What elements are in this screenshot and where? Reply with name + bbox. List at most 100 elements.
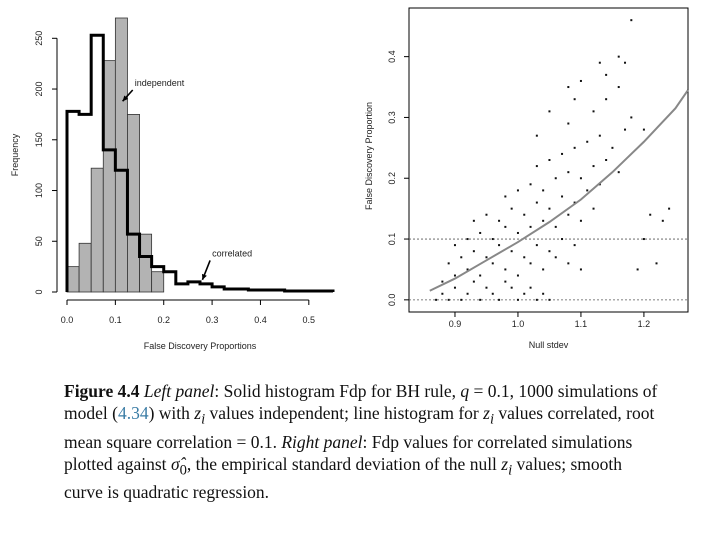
scatter-point: [491, 292, 494, 295]
scatter-point: [617, 171, 620, 174]
q-variable: q: [460, 381, 470, 401]
scatter-point: [548, 250, 551, 253]
correlated-outline: [65, 33, 335, 293]
caption-text: ) with: [148, 403, 195, 423]
x-tick-label: 1.0: [512, 319, 525, 329]
histogram-bar: [78, 242, 92, 293]
scatter-point: [636, 268, 639, 271]
scatter-point: [479, 274, 482, 277]
scatter-point: [624, 128, 627, 131]
left-panel-histogram: 0.0 0.1 0.2 0.3 0.4 0.5 0 50 100 150 200 250 False…: [10, 17, 335, 351]
scatter-point: [491, 238, 494, 241]
scatter-point: [649, 213, 652, 216]
figure-label: Figure 4.4: [64, 381, 140, 401]
scatter-point: [611, 146, 614, 149]
scatter-point: [441, 280, 444, 283]
arrow-head: [122, 95, 129, 102]
scatter-point: [523, 292, 526, 295]
y-tick-label: 0.1: [387, 233, 397, 246]
histogram-bar: [151, 271, 165, 293]
arrow-head: [201, 273, 207, 280]
y-tick-label: 100: [34, 183, 44, 198]
scatter-point: [624, 61, 627, 64]
figure: 0.0 0.1 0.2 0.3 0.4 0.5 0 50 100 150 200 250 False…: [10, 7, 689, 351]
scatter-point: [567, 262, 570, 265]
scatter-point: [548, 159, 551, 161]
scatter-point: [472, 219, 475, 222]
scatter-point: [479, 298, 482, 301]
annotation-label: independent: [135, 78, 185, 88]
x-tick-label: 0.9: [449, 319, 462, 329]
scatter-point: [561, 152, 564, 155]
y-tick-label: 150: [34, 132, 44, 147]
y-tick-label: 250: [34, 31, 44, 46]
left-panel-label: Left panel: [143, 381, 215, 401]
scatter-points: [435, 19, 671, 301]
x-axis-title: Null stdev: [529, 340, 569, 350]
scatter-point: [579, 268, 582, 271]
scatter-point: [542, 189, 545, 192]
scatter-point: [435, 298, 438, 301]
scatter-point: [542, 268, 545, 271]
scatter-point: [460, 256, 463, 259]
right-panel-label: Right panel: [281, 431, 363, 452]
histogram-bar: [114, 17, 128, 293]
y-tick-label: 0.0: [387, 294, 397, 307]
scatter-point: [630, 19, 633, 22]
scatter-point: [516, 298, 519, 301]
scatter-point: [579, 79, 582, 82]
scatter-point: [447, 298, 450, 301]
scatter-point: [542, 292, 545, 295]
scatter-point: [605, 159, 608, 161]
scatter-point: [510, 286, 513, 289]
scatter-point: [579, 219, 582, 222]
x-tick-label: 0.5: [303, 315, 316, 325]
scatter-point: [535, 201, 538, 204]
scatter-point: [535, 298, 538, 301]
scatter-point: [617, 55, 620, 58]
right-panel-scatter: 0.9 1.0 1.1 1.2 0.00.10.20.30.4 Null stdev …: [364, 7, 689, 350]
scatter-point: [573, 201, 576, 204]
x-tick-label: 0.4: [254, 315, 267, 325]
scatter-point: [548, 207, 551, 210]
y-axis-ticks: 0 50 100 150 200 250: [34, 31, 57, 295]
scatter-point: [485, 286, 488, 289]
caption-text: values independent; line histogram for: [205, 403, 484, 423]
scatter-point: [661, 219, 664, 222]
scatter-point: [516, 231, 519, 234]
scatter-point: [504, 195, 507, 198]
y-axis-ticks: 0.0 0.1 0.2 0.3 0.4: [387, 50, 409, 306]
reference-lines: [409, 238, 688, 301]
scatter-point: [535, 134, 538, 137]
scatter-point: [567, 213, 570, 216]
quadratic-fit-curve: [429, 89, 689, 292]
caption-text: values; smooth curve is quadratic regres…: [64, 453, 623, 503]
histogram-bar: [66, 266, 80, 293]
caption-text: = 0.1, 1000 simulations of model (: [64, 381, 658, 423]
y-axis-title: Frequency: [10, 133, 20, 176]
scatter-point: [542, 219, 545, 222]
scatter-point: [479, 231, 482, 234]
scatter-point: [561, 195, 564, 198]
x-axis-title: False Discovery Proportions: [144, 341, 257, 351]
scatter-point: [535, 244, 538, 247]
scatter-point: [598, 61, 601, 64]
scatter-point: [586, 189, 589, 192]
scatter-point: [466, 268, 469, 271]
z-subscript: i: [489, 411, 495, 428]
scatter-point: [548, 110, 551, 113]
scatter-point: [466, 292, 469, 295]
equation-reference-link[interactable]: 4.34: [117, 403, 149, 423]
y-axis-title: False Discovery Proportion: [364, 102, 374, 210]
x-tick-label: 0.0: [61, 315, 74, 325]
y-tick-label: 200: [34, 82, 44, 97]
histogram-bar: [139, 233, 153, 293]
y-tick-label: 0: [34, 289, 44, 294]
x-tick-label: 0.3: [206, 315, 219, 325]
scatter-point: [523, 256, 526, 259]
x-axis-ticks: 0.9 1.0 1.1 1.2: [449, 312, 650, 329]
scatter-point: [655, 262, 658, 265]
z-variable: z: [501, 453, 509, 474]
scatter-point: [592, 207, 595, 210]
scatter-point: [504, 268, 507, 271]
